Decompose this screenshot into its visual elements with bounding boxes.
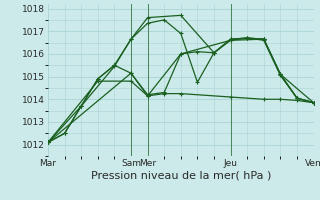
X-axis label: Pression niveau de la mer( hPa ): Pression niveau de la mer( hPa ) [91, 171, 271, 181]
